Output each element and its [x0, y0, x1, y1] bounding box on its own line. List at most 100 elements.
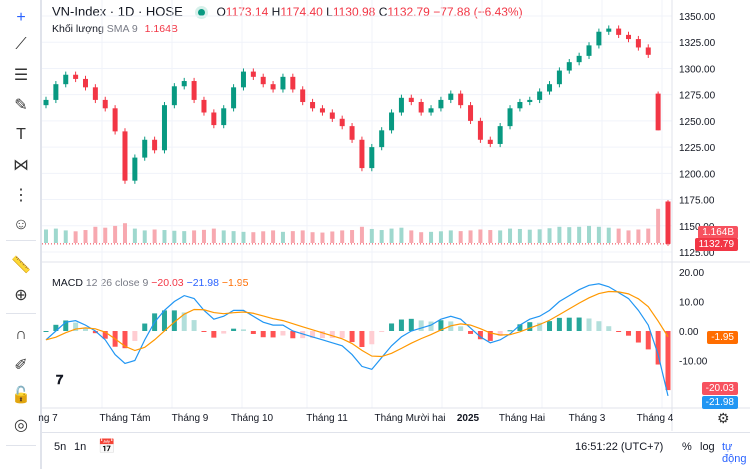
- volume-label: Khối lượng: [52, 23, 104, 35]
- volume-bar: [113, 225, 118, 243]
- candle-body: [458, 93, 464, 106]
- emoji-icon[interactable]: ☺: [12, 216, 30, 233]
- candle-body: [201, 99, 207, 113]
- volume-bar: [557, 226, 562, 243]
- candle-body: [231, 87, 237, 109]
- brush-icon[interactable]: ✎: [14, 97, 28, 114]
- candle-body: [102, 99, 108, 109]
- price-axis-label: 1300.00: [679, 64, 716, 75]
- macd-histogram-bar: [171, 310, 177, 331]
- macd-histogram-bar: [290, 331, 296, 339]
- candle-body: [221, 108, 227, 126]
- time-label: ng 7: [38, 413, 58, 424]
- macd-axis-label: 20.00: [679, 268, 704, 279]
- macd-histogram-bar: [527, 322, 533, 331]
- macd-histogram-bar: [82, 328, 88, 331]
- bottom-bar: 5n 1n 📅 16:51:22 (UTC+7) % log tự động: [42, 432, 750, 465]
- macd-legend[interactable]: MACD 12 26 close 9 −20.03 −21.98 −1.95: [52, 277, 249, 289]
- macd-hist-value: −20.03: [151, 277, 184, 289]
- lock-draw-icon[interactable]: ✐: [14, 357, 28, 374]
- candle-body: [418, 102, 424, 113]
- candle-body: [389, 112, 395, 131]
- volume-bar: [547, 228, 552, 243]
- signal-tag: -1.95: [707, 331, 738, 344]
- range-1d-button[interactable]: 1n: [74, 441, 87, 453]
- volume-bar: [389, 228, 394, 243]
- candle-body: [112, 108, 118, 132]
- volume-bar: [508, 228, 513, 243]
- volume-legend[interactable]: Khối lượng SMA 9 1.164B: [52, 23, 178, 35]
- candle-body: [438, 99, 444, 109]
- macd-axis-label: -10.00: [679, 357, 708, 368]
- date-range-icon[interactable]: 📅: [98, 438, 116, 454]
- candle-body: [586, 45, 592, 56]
- ruler-icon[interactable]: 📏: [11, 257, 31, 274]
- settings-icon[interactable]: ⚙: [717, 410, 730, 426]
- range-5d-button[interactable]: 5n: [54, 441, 67, 453]
- macd-axis-label: 0.00: [679, 327, 699, 338]
- volume-bar: [300, 230, 305, 243]
- macd-params: 12 26 close 9: [85, 277, 149, 289]
- signal-line: [45, 290, 669, 358]
- macd-histogram-bar: [596, 321, 602, 331]
- drawing-toolbar: + ⟋ ☰ ✎ T ⋈ ⋮ ☺ 📏 ⊕ ∩ ✐ 🔓 ◎: [0, 0, 42, 469]
- time-axis[interactable]: ng 7 Tháng Tám Tháng 9 Tháng 10 Tháng 11…: [38, 408, 674, 430]
- candle-body: [63, 74, 69, 85]
- lock-icon[interactable]: 🔓: [11, 387, 31, 404]
- measure-icon[interactable]: ⋮: [13, 187, 29, 204]
- volume-bar: [132, 228, 137, 243]
- auto-scale-toggle[interactable]: tự động: [722, 441, 747, 465]
- volume-bar: [399, 227, 404, 243]
- trendline-icon[interactable]: ⟋: [15, 36, 27, 53]
- time-label: 2025: [456, 413, 480, 424]
- volume-bar: [458, 231, 463, 243]
- volume-bar: [44, 229, 48, 243]
- price-tag: 1132.79: [694, 238, 738, 251]
- percent-toggle[interactable]: %: [682, 441, 692, 453]
- volume-bar: [280, 231, 285, 243]
- macd-histogram-bar: [586, 318, 592, 331]
- volume-bar: [122, 223, 127, 243]
- macd-histogram-bar: [517, 324, 523, 331]
- candle-body: [645, 47, 651, 55]
- candle-body: [379, 130, 385, 148]
- volume-bar: [616, 228, 621, 243]
- candle-body: [359, 139, 365, 169]
- macd-histogram-bar: [537, 322, 543, 331]
- macd-histogram-bar: [477, 331, 483, 340]
- volume-bar: [409, 230, 414, 243]
- volume-bar: [182, 231, 187, 243]
- zoom-in-icon[interactable]: ⊕: [14, 287, 28, 304]
- time-label: Tháng 4: [636, 413, 674, 424]
- tradingview-logo[interactable]: 𝟕: [56, 372, 64, 387]
- volume-bar: [369, 228, 374, 243]
- price-axis-label: 1225.00: [679, 143, 716, 154]
- candle-body: [547, 84, 553, 92]
- candle-body: [616, 28, 622, 35]
- candle-body: [152, 139, 158, 151]
- candle-body: [132, 157, 138, 181]
- pattern-icon[interactable]: ⋈: [13, 157, 29, 174]
- macd-histogram-bar: [161, 310, 167, 331]
- time-label: Tháng 3: [568, 413, 606, 424]
- fib-icon[interactable]: ☰: [13, 67, 29, 84]
- price-axis-label: 1150.00: [679, 222, 715, 233]
- volume-bar: [271, 230, 276, 243]
- volume-bar: [478, 229, 483, 243]
- price-axis-label: 1175.00: [679, 196, 715, 207]
- symbol-title[interactable]: VN-Index · 1D · HOSE: [52, 4, 183, 19]
- crosshair-icon[interactable]: +: [16, 9, 26, 26]
- text-icon[interactable]: T: [16, 126, 26, 143]
- macd-histogram-bar: [389, 323, 395, 331]
- volume-bar: [162, 230, 167, 243]
- magnet-icon[interactable]: ∩: [15, 326, 27, 343]
- time-label: Tháng Hai: [498, 413, 546, 424]
- price-axis-label: 1200.00: [679, 169, 716, 180]
- candle-body: [635, 39, 641, 48]
- eye-icon[interactable]: ◎: [14, 417, 28, 434]
- log-toggle[interactable]: log: [700, 441, 715, 453]
- macd-histogram-bar: [606, 326, 612, 331]
- macd-histogram-bar: [132, 331, 138, 341]
- macd-tag: -21.98: [701, 396, 738, 409]
